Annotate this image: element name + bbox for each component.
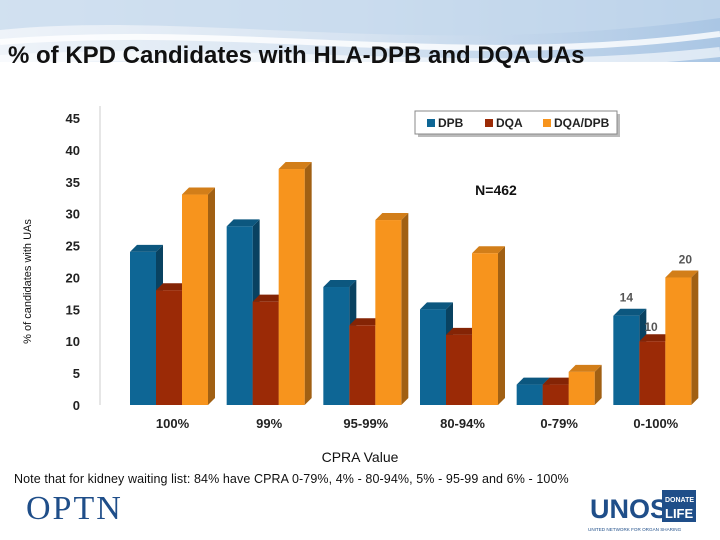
bar-dqa bbox=[542, 384, 569, 405]
bar-dqa-dpb bbox=[278, 169, 305, 405]
optn-logo: OPTN bbox=[26, 490, 123, 527]
legend-swatch-dqa-dpb bbox=[543, 119, 551, 127]
bar-top-dpb bbox=[323, 280, 357, 288]
legend-label: DPB bbox=[438, 116, 464, 130]
bar-top-dqa bbox=[156, 283, 189, 291]
unos-logo-text: UNOS bbox=[590, 494, 668, 524]
bar-dqa bbox=[639, 341, 666, 405]
bar-top-dpb bbox=[130, 244, 163, 252]
bar-dqa bbox=[252, 301, 279, 405]
legend-swatch-dpb bbox=[427, 119, 435, 127]
bar-top-dpb bbox=[420, 302, 453, 310]
data-label: 10 bbox=[644, 320, 658, 334]
bar-dqa-dpb bbox=[182, 194, 208, 405]
banner-swoosh bbox=[0, 0, 720, 78]
bar-side-dqa-dpb bbox=[304, 162, 312, 405]
bar-dpb bbox=[516, 384, 543, 405]
y-axis-label: % of candidates with UAs bbox=[22, 219, 34, 344]
bar-top-dqa-dpb bbox=[182, 187, 215, 195]
y-tick-label: 35 bbox=[66, 175, 80, 190]
bar-top-dqa bbox=[542, 377, 576, 385]
bar-dqa bbox=[349, 325, 376, 405]
bar-top-dqa bbox=[639, 334, 673, 342]
x-axis-label: CPRA Value bbox=[321, 449, 399, 465]
life-text: LIFE bbox=[665, 506, 693, 521]
bar-side-dqa-dpb bbox=[498, 246, 505, 405]
bar-dpb bbox=[226, 226, 253, 405]
bar-top-dqa bbox=[252, 294, 286, 302]
y-tick-label: 40 bbox=[66, 143, 80, 158]
bar-top-dpb bbox=[516, 377, 550, 385]
x-tick-label: 100% bbox=[156, 416, 190, 431]
y-tick-label: 45 bbox=[66, 111, 80, 126]
legend-label: DQA bbox=[496, 116, 523, 130]
bar-top-dqa bbox=[446, 327, 479, 335]
y-tick-label: 30 bbox=[66, 207, 80, 222]
bar-dqa-dpb bbox=[472, 253, 498, 405]
unos-tagline: UNITED NETWORK FOR ORGAN SHARING bbox=[588, 527, 682, 532]
page-title: % of KPD Candidates with HLA-DPB and DQA… bbox=[8, 42, 585, 69]
bar-top-dqa-dpb bbox=[665, 270, 699, 278]
bar-chart: 0 5 10 15 20 25 30 35 40 45 % of candidates with U… bbox=[22, 106, 699, 431]
y-tick-label: 5 bbox=[73, 366, 80, 381]
bar-top-dqa-dpb bbox=[472, 246, 505, 254]
x-tick-label: 80-94% bbox=[440, 416, 485, 431]
bar-side-dqa-dpb bbox=[594, 364, 602, 405]
legend-label: DQA/DPB bbox=[554, 116, 610, 130]
bar-dpb bbox=[130, 251, 156, 405]
y-tick-label: 10 bbox=[66, 334, 80, 349]
bar-dqa-dpb bbox=[375, 220, 402, 405]
y-tick-label: 20 bbox=[66, 270, 80, 285]
bar-dqa-dpb bbox=[568, 371, 595, 405]
x-tick-label: 95-99% bbox=[343, 416, 388, 431]
bar-top-dqa bbox=[349, 318, 383, 326]
legend bbox=[414, 110, 618, 135]
n-annotation: N=462 bbox=[475, 182, 517, 198]
data-label: 20 bbox=[679, 252, 693, 266]
unos-logo: UNOS DONATE LIFE UNITED NETWORK FOR ORGA… bbox=[588, 490, 696, 532]
bar-top-dpb bbox=[613, 308, 647, 316]
y-tick-label: 25 bbox=[66, 239, 80, 254]
bar-top-dqa-dpb bbox=[375, 213, 409, 221]
footnote: Note that for kidney waiting list: 84% h… bbox=[14, 472, 569, 486]
bar-dqa-dpb bbox=[665, 277, 692, 405]
header-banner bbox=[0, 0, 720, 78]
bar-dqa bbox=[156, 290, 182, 405]
x-tick-label: 0-100% bbox=[633, 416, 678, 431]
data-label: 14 bbox=[620, 291, 634, 305]
y-tick-label: 0 bbox=[73, 398, 80, 413]
bar-top-dpb bbox=[226, 219, 260, 227]
bar-top-dqa-dpb bbox=[568, 364, 602, 372]
bar-side-dqa-dpb bbox=[208, 187, 215, 405]
bar-side-dqa-dpb bbox=[691, 270, 699, 405]
bar-top-dqa-dpb bbox=[278, 162, 312, 170]
donate-text: DONATE bbox=[665, 497, 694, 504]
bar-dpb bbox=[420, 309, 446, 405]
bar-dpb bbox=[613, 315, 640, 405]
bar-side-dqa-dpb bbox=[401, 213, 409, 405]
y-tick-label: 15 bbox=[66, 302, 80, 317]
bar-dqa bbox=[446, 334, 472, 405]
x-tick-label: 0-79% bbox=[540, 416, 578, 431]
bar-dpb bbox=[323, 287, 350, 405]
legend-swatch-dqa bbox=[485, 119, 493, 127]
x-tick-label: 99% bbox=[256, 416, 282, 431]
